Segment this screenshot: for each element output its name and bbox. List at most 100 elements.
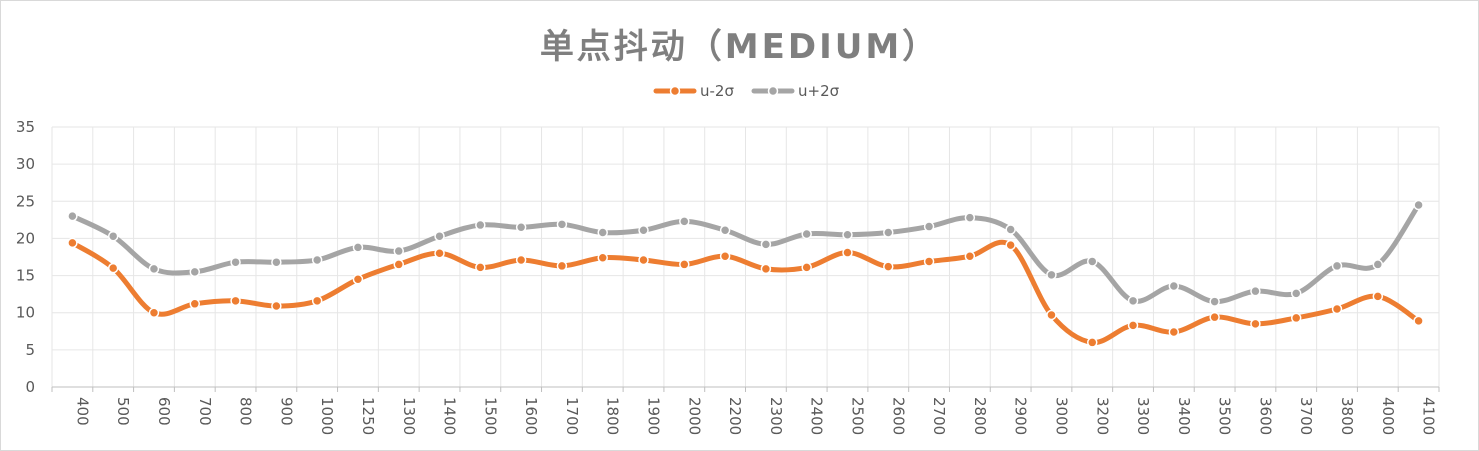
data-point [1250, 285, 1261, 297]
data-point [638, 254, 649, 266]
data-point [923, 256, 935, 267]
data-point [883, 227, 894, 238]
data-point [515, 254, 527, 266]
data-point [148, 307, 160, 318]
data-point [842, 229, 853, 240]
series-line-u-minus-2sigma [69, 239, 1422, 345]
data-point [1127, 295, 1139, 307]
data-point [1372, 259, 1384, 270]
data-point [1046, 269, 1057, 281]
data-point [515, 222, 527, 233]
data-point [1087, 256, 1098, 267]
data-point [107, 262, 119, 274]
x-tick-label: 3400 [1175, 397, 1193, 435]
x-tick-label: 2400 [808, 397, 826, 435]
data-point [189, 298, 201, 310]
data-point [638, 225, 649, 236]
data-point [1290, 288, 1302, 299]
data-point [311, 295, 323, 307]
x-tick-label: 3500 [1216, 397, 1234, 435]
data-point [148, 263, 160, 275]
data-point [1331, 303, 1343, 315]
data-point [1290, 312, 1302, 324]
x-tick-label: 900 [277, 397, 295, 426]
x-tick-label: 1900 [645, 397, 663, 435]
legend-label: u-2σ [700, 82, 734, 100]
y-tick-label: 25 [16, 192, 35, 210]
data-point [311, 254, 323, 266]
data-point [679, 259, 690, 270]
data-point [760, 263, 772, 275]
data-point [271, 256, 282, 268]
x-tick-label: 700 [196, 397, 214, 426]
data-point [1168, 326, 1180, 338]
data-point [352, 274, 364, 285]
x-tick-label: 1600 [522, 397, 540, 435]
data-point [964, 251, 976, 262]
data-point [801, 262, 812, 273]
data-point [393, 245, 404, 257]
x-tick-label: 2300 [767, 397, 785, 435]
x-tick-label: 1700 [563, 397, 581, 435]
y-tick-label: 30 [16, 155, 35, 173]
data-point [883, 261, 894, 272]
x-tick-label: 500 [114, 397, 132, 426]
x-tick-label: 1800 [604, 397, 622, 435]
y-tick-label: 10 [16, 304, 35, 322]
data-point [393, 259, 404, 270]
data-point [1331, 260, 1343, 272]
x-tick-label: 2800 [971, 397, 989, 435]
x-tick-label: 4000 [1379, 397, 1397, 435]
data-point [67, 210, 78, 222]
data-point [1209, 311, 1220, 323]
data-point [842, 247, 853, 258]
data-point [271, 300, 282, 312]
data-point [1005, 239, 1016, 251]
data-point [434, 248, 445, 259]
data-point [679, 216, 690, 227]
legend-swatch-marker [669, 85, 681, 97]
x-tick-label: 2900 [1012, 397, 1030, 435]
data-point [597, 227, 608, 238]
data-point [230, 256, 241, 268]
y-tick-label: 15 [16, 267, 35, 285]
x-tick-label: 2700 [930, 397, 948, 435]
data-point [352, 242, 364, 253]
legend-label: u+2σ [798, 82, 840, 100]
x-tick-label: 2200 [726, 397, 744, 435]
x-tick-label: 800 [237, 397, 255, 426]
data-point [801, 228, 812, 240]
x-tick-label: 1400 [441, 397, 459, 435]
x-tick-label: 3600 [1256, 397, 1274, 435]
data-point [964, 212, 976, 223]
x-tick-label: 1250 [359, 397, 377, 435]
x-tick-label: 4100 [1420, 397, 1438, 435]
x-tick-label: 400 [73, 397, 91, 426]
y-tick-label: 0 [25, 378, 35, 396]
data-point [719, 251, 731, 262]
x-tick-label: 3200 [1093, 397, 1111, 435]
data-point [556, 219, 568, 230]
chart-title: 单点抖动（MEDIUM） [539, 27, 940, 67]
data-point [556, 260, 568, 272]
x-tick-label: 3700 [1297, 397, 1315, 435]
x-tick-label: 1000 [318, 397, 336, 435]
y-tick-label: 5 [25, 341, 35, 359]
data-point [1005, 224, 1016, 235]
x-tick-label: 2500 [848, 397, 866, 435]
x-tick-label: 3000 [1052, 397, 1070, 435]
x-tick-label: 2000 [685, 397, 703, 435]
x-tick-label: 2600 [889, 397, 907, 435]
data-point [1250, 318, 1261, 330]
y-tick-label: 35 [16, 118, 35, 136]
data-point [107, 230, 119, 242]
data-point [67, 237, 78, 249]
data-point [597, 252, 608, 263]
legend-swatch-marker [767, 85, 779, 97]
x-tick-label: 3300 [1134, 397, 1152, 435]
data-point [475, 219, 486, 231]
data-point [189, 266, 201, 278]
data-point [1168, 280, 1180, 292]
